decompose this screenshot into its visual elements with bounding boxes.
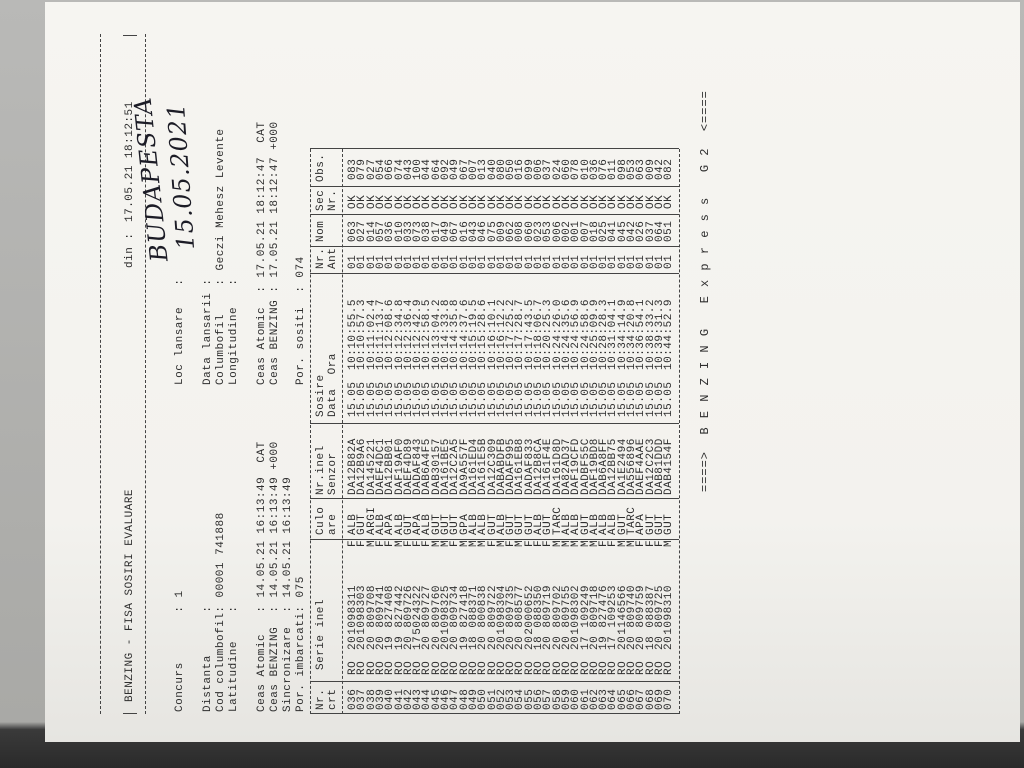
- field-value: 00001 741888: [215, 512, 227, 598]
- field-label: Sincronizare :: [282, 605, 294, 712]
- column-header: crt: [327, 688, 339, 710]
- column-rule: [310, 273, 679, 274]
- doc-title: BENZING - FISA SOSIRI EVALUARE: [124, 488, 136, 702]
- rule: [678, 149, 680, 714]
- field-value: 074: [295, 256, 307, 278]
- column-header: Nr.: [315, 247, 327, 269]
- column-rule: [310, 214, 679, 215]
- column-header: Data Ora: [327, 353, 339, 417]
- column-header: Sosire: [315, 374, 327, 417]
- field-value: 14.05.21 16:13:49 CAT: [256, 441, 268, 598]
- date-label: din :: [124, 232, 136, 268]
- field-label: Longitudine :: [228, 278, 240, 385]
- field-label: Distanta :: [202, 605, 214, 712]
- field-label: Ceas Atomic :: [256, 285, 268, 385]
- column-header: Ant: [327, 247, 339, 269]
- cell: 20: [663, 635, 676, 650]
- field-label: Data lansarii :: [202, 278, 214, 385]
- column-rule: [310, 423, 679, 424]
- cell: DAB4154F: [663, 438, 676, 495]
- rule: [100, 34, 101, 714]
- field-value: 17.05.21 18:12:47 CAT: [256, 121, 268, 278]
- rule: [123, 713, 137, 714]
- column-header: Obs.: [315, 153, 327, 182]
- cell: 051: [663, 220, 676, 242]
- cell: 10:44:52.9: [663, 298, 676, 370]
- cell: 082: [663, 158, 676, 180]
- cell: M: [663, 539, 676, 547]
- field-label: Por. imbarcati:: [295, 605, 307, 712]
- field-label: Por. sositi :: [295, 285, 307, 385]
- cell: RO: [663, 660, 676, 675]
- field-label: Ceas BENZING :: [269, 285, 281, 385]
- field-value: 14.05.21 16:13:49: [282, 476, 294, 598]
- column-header: are: [327, 513, 339, 535]
- cell: GUT: [663, 513, 676, 535]
- column-header: Senzor: [327, 452, 339, 495]
- column-header: Nr.: [315, 688, 327, 710]
- field-label: Ceas BENZING :: [269, 605, 281, 712]
- field-label: Latitudine :: [228, 605, 240, 712]
- column-header: Nom: [315, 220, 327, 242]
- field-value: Geczi Mehesz Levente: [215, 128, 227, 271]
- field-label: Ceas Atomic :: [256, 605, 268, 712]
- cell: 1098310: [663, 585, 676, 635]
- rule: [342, 149, 343, 714]
- cell: 01: [663, 254, 676, 269]
- column-header: Serie inel: [315, 598, 327, 670]
- rule: [310, 149, 311, 714]
- column-rule: [310, 186, 679, 187]
- field-label: Concurs :: [174, 605, 186, 712]
- field-label: Loc lansare :: [174, 278, 186, 385]
- cell: OK: [663, 194, 676, 209]
- column-header: Nr.inel: [315, 445, 327, 495]
- rule: [123, 35, 137, 36]
- field-value: 075: [295, 576, 307, 598]
- field-value: 17.05.21 18:12:47 +000: [269, 121, 281, 278]
- column-header: Sec: [315, 189, 327, 211]
- printout: BENZING - FISA SOSIRI EVALUARE din : 17.…: [45, 2, 1020, 742]
- column-rule: [310, 246, 679, 247]
- cell: 15.05: [663, 381, 676, 417]
- column-rule: [310, 681, 679, 682]
- field-value: 1: [174, 590, 186, 598]
- field-label: Columbofil :: [215, 278, 227, 385]
- cell: 070: [663, 688, 676, 710]
- column-rule: [310, 498, 679, 499]
- column-header: Nr.: [327, 189, 339, 211]
- column-rule: [310, 713, 679, 714]
- column-rule: [310, 148, 679, 149]
- column-header: Culo: [315, 506, 327, 535]
- footer: ====> B E N Z I N G E x p r e s s G 2 <=…: [698, 90, 712, 492]
- field-value: 14.05.21 16:13:49 +000: [269, 441, 281, 598]
- field-label: Cod columbofil:: [215, 605, 227, 712]
